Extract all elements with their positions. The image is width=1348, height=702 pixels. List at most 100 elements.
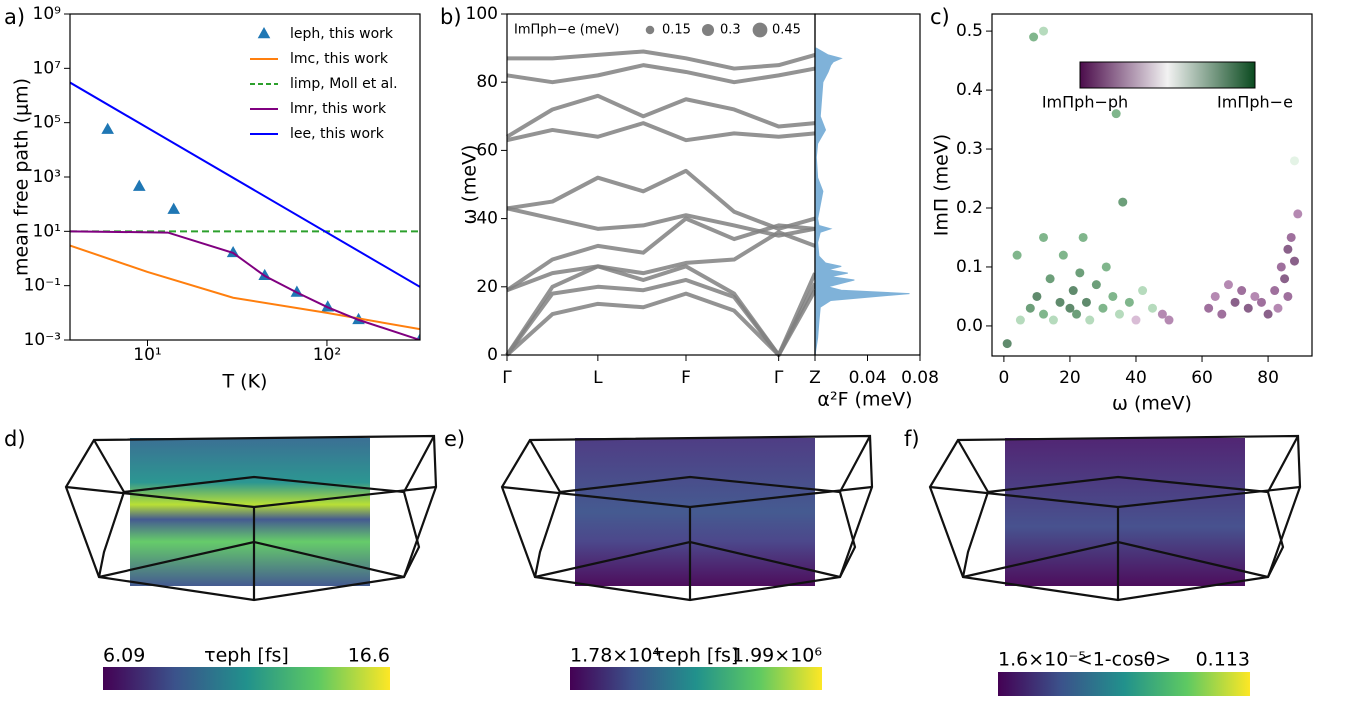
legend-label: lmc, this work	[290, 51, 389, 67]
legend-label: lee, this work	[290, 126, 385, 142]
axes-frame	[991, 13, 1313, 357]
y-tick-label: 20	[476, 277, 498, 297]
y-tick-label: 10⁵	[33, 113, 61, 133]
x-tick-label: F	[681, 368, 691, 388]
phonon-band	[505, 264, 817, 357]
x-tick-label: 0.08	[901, 368, 939, 388]
triangle-point	[132, 179, 146, 191]
legend-label: leph, this work	[290, 26, 394, 42]
size-legend-marker	[701, 23, 715, 37]
x-tick-label: 0	[998, 368, 1009, 388]
colorbar-max-label: 16.6	[348, 645, 390, 667]
scatter-point	[1091, 280, 1101, 290]
scatter-point	[1243, 303, 1253, 313]
scatter-point	[1276, 262, 1286, 272]
colorbar-max-label: 0.113	[1196, 649, 1250, 671]
scatter-point	[1039, 26, 1049, 36]
size-legend-label: 0.15	[662, 23, 691, 38]
series-line	[70, 81, 420, 288]
scatter-point	[1101, 262, 1111, 272]
colorbar-title: <1-cosθ>	[1077, 649, 1171, 671]
scatter-point	[1068, 286, 1078, 296]
y-tick-label: 60	[476, 140, 498, 160]
phonon-band	[506, 206, 816, 238]
series-line	[70, 230, 420, 340]
y-tick-label: 10⁻³	[24, 330, 61, 350]
size-legend-title: ImΠph−e (meV)	[514, 23, 620, 38]
y-tick-label: 0.3	[956, 139, 983, 159]
colorbar-max-label: 1.99×10⁶	[732, 645, 822, 667]
scatter-point	[1164, 315, 1174, 325]
x-tick-label: 40	[1125, 368, 1147, 388]
phonon-band	[505, 93, 816, 139]
triangle-point	[416, 333, 420, 340]
colorbar-min-label: 6.09	[103, 645, 145, 667]
size-legend-marker	[645, 25, 655, 35]
scatter-point	[1147, 303, 1157, 313]
scatter-point	[1210, 291, 1220, 301]
scatter-point	[1048, 315, 1058, 325]
phonon-band	[506, 230, 816, 293]
panel-label: e)	[444, 427, 465, 451]
x-tick-label: 20	[1059, 368, 1081, 388]
triangle-point	[167, 202, 181, 214]
colorbar-low-label: ImΠph−ph	[1042, 93, 1128, 112]
scatter-point	[1124, 297, 1134, 307]
x-tick-label: Z	[809, 368, 821, 388]
size-legend-marker	[752, 22, 768, 38]
phonon-band	[506, 121, 816, 143]
phonon-band	[507, 49, 816, 71]
colorbar	[998, 672, 1250, 696]
scatter-point	[1283, 244, 1293, 254]
scatter-point	[1029, 32, 1039, 42]
scatter-point	[1289, 156, 1299, 166]
scatter-point	[1078, 232, 1088, 242]
scatter-point	[1081, 297, 1091, 307]
surface-map	[130, 438, 370, 586]
panel-label: c)	[930, 5, 950, 29]
y-tick-label: 10⁷	[33, 58, 62, 78]
scatter-point	[1015, 315, 1025, 325]
x-axis-label: ω (meV)	[1112, 393, 1192, 415]
scatter-point	[1263, 309, 1273, 319]
x-tick-label: L	[593, 368, 603, 388]
legend-label: limp, Moll et al.	[290, 76, 398, 92]
scatter-point	[1098, 303, 1108, 313]
y-tick-label: 0	[487, 345, 498, 365]
y-tick-label: 10³	[33, 167, 61, 187]
scatter-point	[1270, 286, 1280, 296]
scatter-point	[1293, 209, 1303, 219]
legend-marker	[257, 27, 271, 39]
scatter-point	[1072, 309, 1082, 319]
scatter-point	[1138, 286, 1148, 296]
y-tick-label: 10¹	[33, 221, 61, 241]
colorbar	[1079, 61, 1256, 89]
scatter-point	[1217, 309, 1227, 319]
y-tick-label: 100	[466, 4, 498, 24]
scatter-point	[1114, 309, 1124, 319]
y-tick-label: 0.1	[956, 257, 983, 277]
colorbar	[570, 667, 822, 690]
scatter-point	[1273, 303, 1283, 313]
scatter-point	[1289, 256, 1299, 266]
phonon-band	[506, 63, 816, 85]
scatter-point	[1157, 309, 1167, 319]
x-tick-label: 10²	[313, 345, 341, 365]
scatter-point	[1111, 109, 1121, 119]
x-axis-label: α²F (meV)	[817, 389, 912, 411]
colorbar	[103, 667, 390, 690]
scatter-point	[1286, 232, 1296, 242]
x-axis-label: T (K)	[222, 371, 268, 393]
scatter-point	[1075, 268, 1085, 278]
panel-label: d)	[4, 427, 26, 451]
y-axis-label: ω (meV)	[459, 145, 481, 225]
phonon-band	[505, 216, 816, 292]
phonon-band	[506, 168, 816, 231]
size-legend-label: 0.3	[720, 23, 741, 38]
scatter-point	[1230, 297, 1240, 307]
series-line	[70, 244, 420, 331]
scatter-point	[1045, 274, 1055, 284]
colorbar-title: τeph [fs]	[654, 645, 739, 667]
scatter-point	[1237, 286, 1247, 296]
